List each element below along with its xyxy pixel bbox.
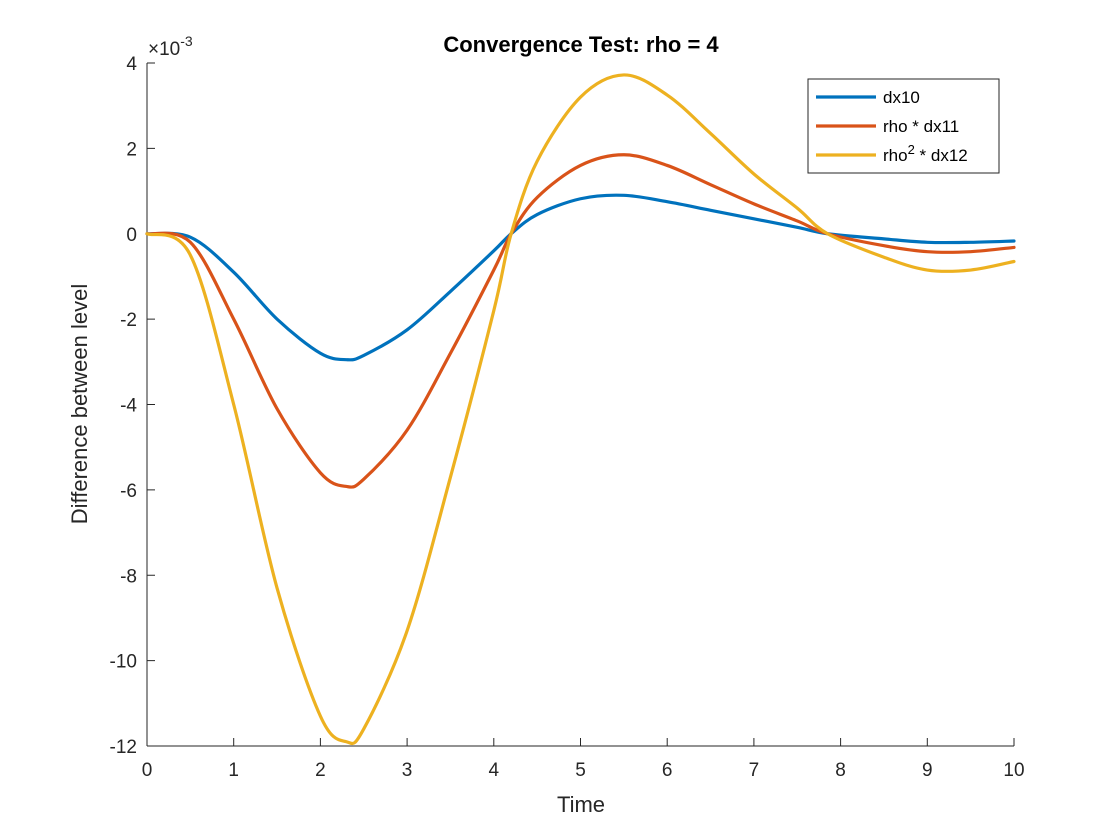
plot-area: 0 1 2 3 4 5 6 7 8 9 10 4 2 0 -2 -4 -6 -8 -10 -12	[110, 54, 1025, 781]
series-line-1	[145, 193, 1016, 362]
legend: dx10 rho * dx11 rho2 * dx12	[807, 78, 1000, 174]
x-tick-label: 4	[489, 760, 500, 781]
y-tick-label: 2	[126, 139, 137, 160]
legend-entry: rho2 * dx12	[883, 142, 968, 165]
x-tick-label: 6	[662, 760, 673, 781]
legend-entry: dx10	[883, 88, 920, 107]
x-axis-label: Time	[557, 792, 605, 817]
x-tick-label: 1	[228, 760, 239, 781]
y-tick-label: -10	[110, 652, 137, 673]
y-tick-label: 4	[126, 54, 137, 75]
y-axis-exponent-base: ×10	[148, 39, 180, 60]
x-tick-label: 8	[835, 760, 846, 781]
y-tick-label: -12	[110, 737, 137, 758]
y-axis-label: Difference between level	[67, 284, 92, 525]
legend-entry: rho * dx11	[883, 117, 959, 136]
y-tick-label: -4	[120, 396, 137, 417]
y-tick-label: -2	[120, 310, 137, 331]
x-tick-label: 7	[749, 760, 760, 781]
x-tick-label: 5	[575, 760, 586, 781]
y-axis-exponent-power: -3	[180, 33, 193, 49]
y-tick-label: 0	[126, 225, 137, 246]
y-tick-label: -6	[120, 481, 137, 502]
y-tick-label: -8	[120, 566, 137, 587]
x-tick-label: 10	[1003, 760, 1024, 781]
x-tick-label: 2	[315, 760, 326, 781]
chart-title: Convergence Test: rho = 4	[443, 32, 719, 57]
series-line-3	[145, 73, 1016, 746]
y-axis-exponent: ×10-3	[148, 33, 193, 60]
x-tick-label: 3	[402, 760, 413, 781]
x-tick-label: 9	[922, 760, 933, 781]
x-tick-label: 0	[142, 760, 153, 781]
